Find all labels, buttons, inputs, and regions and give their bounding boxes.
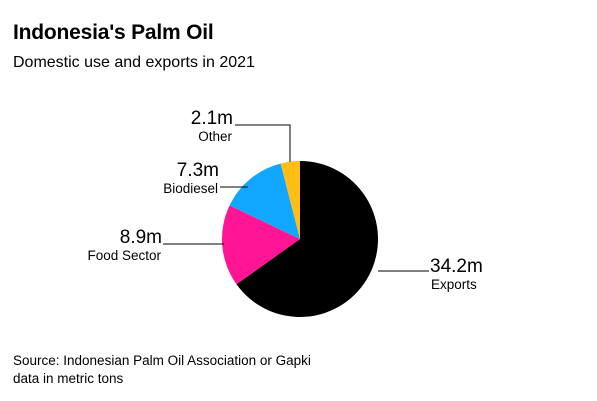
leader-line-other — [235, 124, 291, 162]
source-note: Source: Indonesian Palm Oil Association … — [13, 352, 311, 388]
source-line-2: data in metric tons — [13, 371, 124, 386]
pie-slice-exports — [236, 161, 379, 317]
category-label-exports: Exports — [431, 277, 477, 292]
pie-slice-other — [280, 161, 300, 239]
pie-slice-food-sector — [221, 205, 300, 285]
value-label-exports: 34.2m — [430, 256, 483, 277]
source-line-1: Source: Indonesian Palm Oil Association … — [13, 353, 311, 368]
leader-lines — [163, 124, 429, 272]
value-label-biodiesel: 7.3m — [177, 160, 219, 181]
category-label-other: Other — [198, 129, 232, 144]
pie-slice-biodiesel — [229, 163, 300, 239]
pie-slices — [221, 161, 379, 317]
chart-subtitle: Domestic use and exports in 2021 — [13, 54, 255, 71]
value-label-other: 2.1m — [191, 108, 233, 129]
value-label-food-sector: 8.9m — [120, 227, 162, 248]
chart-title: Indonesia's Palm Oil — [13, 21, 214, 44]
category-label-food-sector: Food Sector — [87, 248, 161, 263]
category-label-biodiesel: Biodiesel — [163, 181, 218, 196]
